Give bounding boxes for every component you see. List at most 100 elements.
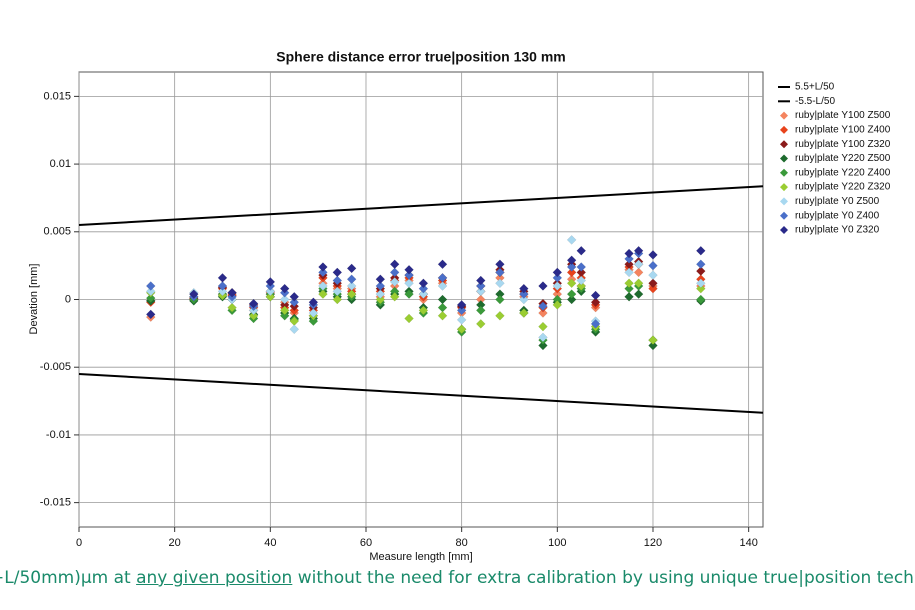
point — [308, 297, 319, 308]
point — [145, 286, 156, 297]
legend-swatch — [780, 125, 788, 134]
point — [389, 291, 400, 302]
point — [145, 293, 156, 303]
point — [332, 294, 343, 305]
x-tick-label: 120 — [644, 537, 662, 549]
point — [456, 324, 467, 335]
chart-title: Sphere distance error true|position 130 … — [276, 49, 565, 65]
x-tick-label: 0 — [76, 537, 82, 549]
y-tick-label: -0.015 — [40, 497, 71, 509]
point — [576, 262, 587, 272]
point — [576, 281, 587, 291]
point — [495, 278, 505, 289]
point — [648, 278, 658, 289]
point — [633, 245, 644, 256]
legend-swatch — [780, 168, 788, 177]
point — [346, 274, 357, 285]
point — [227, 302, 237, 313]
point — [404, 278, 414, 289]
point — [695, 259, 706, 270]
point — [265, 277, 276, 287]
point — [265, 291, 276, 302]
point — [495, 267, 505, 278]
legend-swatch — [780, 111, 788, 120]
point — [633, 267, 644, 278]
point — [566, 255, 577, 266]
point — [648, 283, 658, 294]
point — [538, 301, 548, 312]
point — [538, 308, 548, 318]
point — [318, 262, 328, 272]
point — [248, 298, 259, 309]
point — [332, 286, 343, 297]
point — [566, 278, 577, 289]
point — [648, 335, 658, 345]
point — [308, 308, 319, 318]
caption-link[interactable]: any given position — [136, 568, 293, 588]
point — [332, 267, 343, 278]
point — [648, 260, 658, 271]
point — [437, 310, 448, 321]
point — [418, 278, 429, 289]
y-tick-label: -0.005 — [40, 361, 71, 373]
x-tick-label: 60 — [360, 537, 372, 549]
point — [695, 245, 706, 256]
point — [624, 278, 634, 289]
point — [456, 300, 467, 310]
point — [475, 275, 486, 286]
point — [404, 313, 414, 324]
point — [346, 289, 357, 299]
y-axis-label: Devation [mm] — [28, 264, 40, 335]
legend-label: ruby|plate Y0 Z400 — [795, 210, 880, 221]
point — [648, 270, 658, 280]
x-axis-label: Measure length [mm] — [369, 551, 472, 563]
point — [289, 324, 300, 335]
legend-swatch — [780, 226, 788, 234]
y-tick-label: 0.01 — [50, 158, 71, 170]
point — [188, 289, 199, 299]
point — [318, 267, 328, 278]
point — [389, 267, 400, 278]
point — [695, 283, 706, 294]
legend-label: ruby|plate Y100 Z400 — [795, 125, 891, 136]
point — [456, 305, 467, 316]
point — [518, 308, 529, 318]
point — [538, 281, 548, 291]
point — [375, 274, 386, 285]
point — [346, 263, 357, 274]
point — [279, 305, 290, 316]
legend-label: ruby|plate Y0 Z500 — [795, 196, 880, 207]
point — [418, 283, 429, 294]
point — [624, 254, 634, 264]
point — [418, 305, 429, 316]
point — [624, 283, 634, 294]
point — [404, 289, 414, 299]
point — [566, 267, 577, 278]
legend-swatch — [780, 197, 788, 206]
point — [217, 286, 228, 297]
point — [566, 262, 577, 272]
point — [456, 314, 467, 325]
y-tick-label: 0 — [65, 293, 71, 305]
x-tick-label: 20 — [169, 537, 181, 549]
point — [404, 264, 414, 275]
point — [279, 294, 290, 305]
point — [227, 287, 237, 298]
point — [538, 321, 548, 332]
point — [624, 248, 634, 259]
limit-line — [78, 372, 764, 414]
point — [289, 291, 300, 302]
point — [495, 259, 505, 270]
point — [375, 294, 386, 305]
point — [404, 270, 414, 280]
point — [495, 310, 505, 321]
caption: +L/50mm)µm at any given position without… — [0, 568, 914, 588]
point — [375, 281, 386, 291]
point — [475, 281, 486, 291]
point — [538, 332, 548, 343]
point — [437, 272, 448, 283]
y-tick-label: -0.01 — [46, 429, 71, 441]
point — [518, 289, 529, 299]
point — [538, 340, 548, 351]
